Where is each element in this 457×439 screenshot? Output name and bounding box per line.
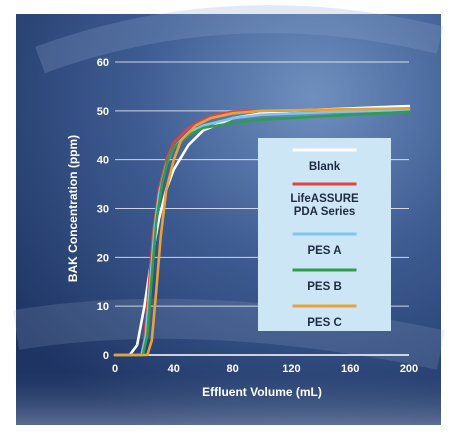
x-tick-label: 0 [112, 363, 118, 375]
x-tick-label: 80 [226, 363, 238, 375]
y-tick-label: 10 [97, 301, 109, 313]
y-tick-label: 50 [97, 106, 109, 118]
background-base [16, 372, 441, 425]
x-tick-label: 200 [400, 363, 418, 375]
x-tick-label: 120 [282, 363, 300, 375]
y-tick-label: 30 [97, 204, 109, 216]
series-line-3 [113, 110, 411, 357]
y-tick-label: 40 [97, 155, 109, 167]
y-tick-label: 20 [97, 252, 109, 264]
y-axis-title: BAK Concentration (ppm) [66, 135, 80, 282]
y-tick-label: 0 [103, 350, 109, 362]
background-arc [35, 5, 444, 74]
series-line-4 [113, 107, 411, 357]
x-tick-label: 40 [168, 363, 180, 375]
legend-label: PES A [307, 245, 341, 257]
legend-label: Blank [309, 161, 341, 173]
legend-label: PES C [307, 317, 342, 329]
legend-label-line: LifeASSURE [290, 193, 359, 205]
legend-label: PES B [307, 281, 342, 293]
legend-label-line: PDA Series [294, 206, 356, 218]
x-tick-label: 160 [341, 363, 359, 375]
background-arc [12, 298, 446, 370]
y-tick-label: 60 [97, 57, 109, 69]
x-axis-title: Effluent Volume (mL) [202, 385, 322, 399]
